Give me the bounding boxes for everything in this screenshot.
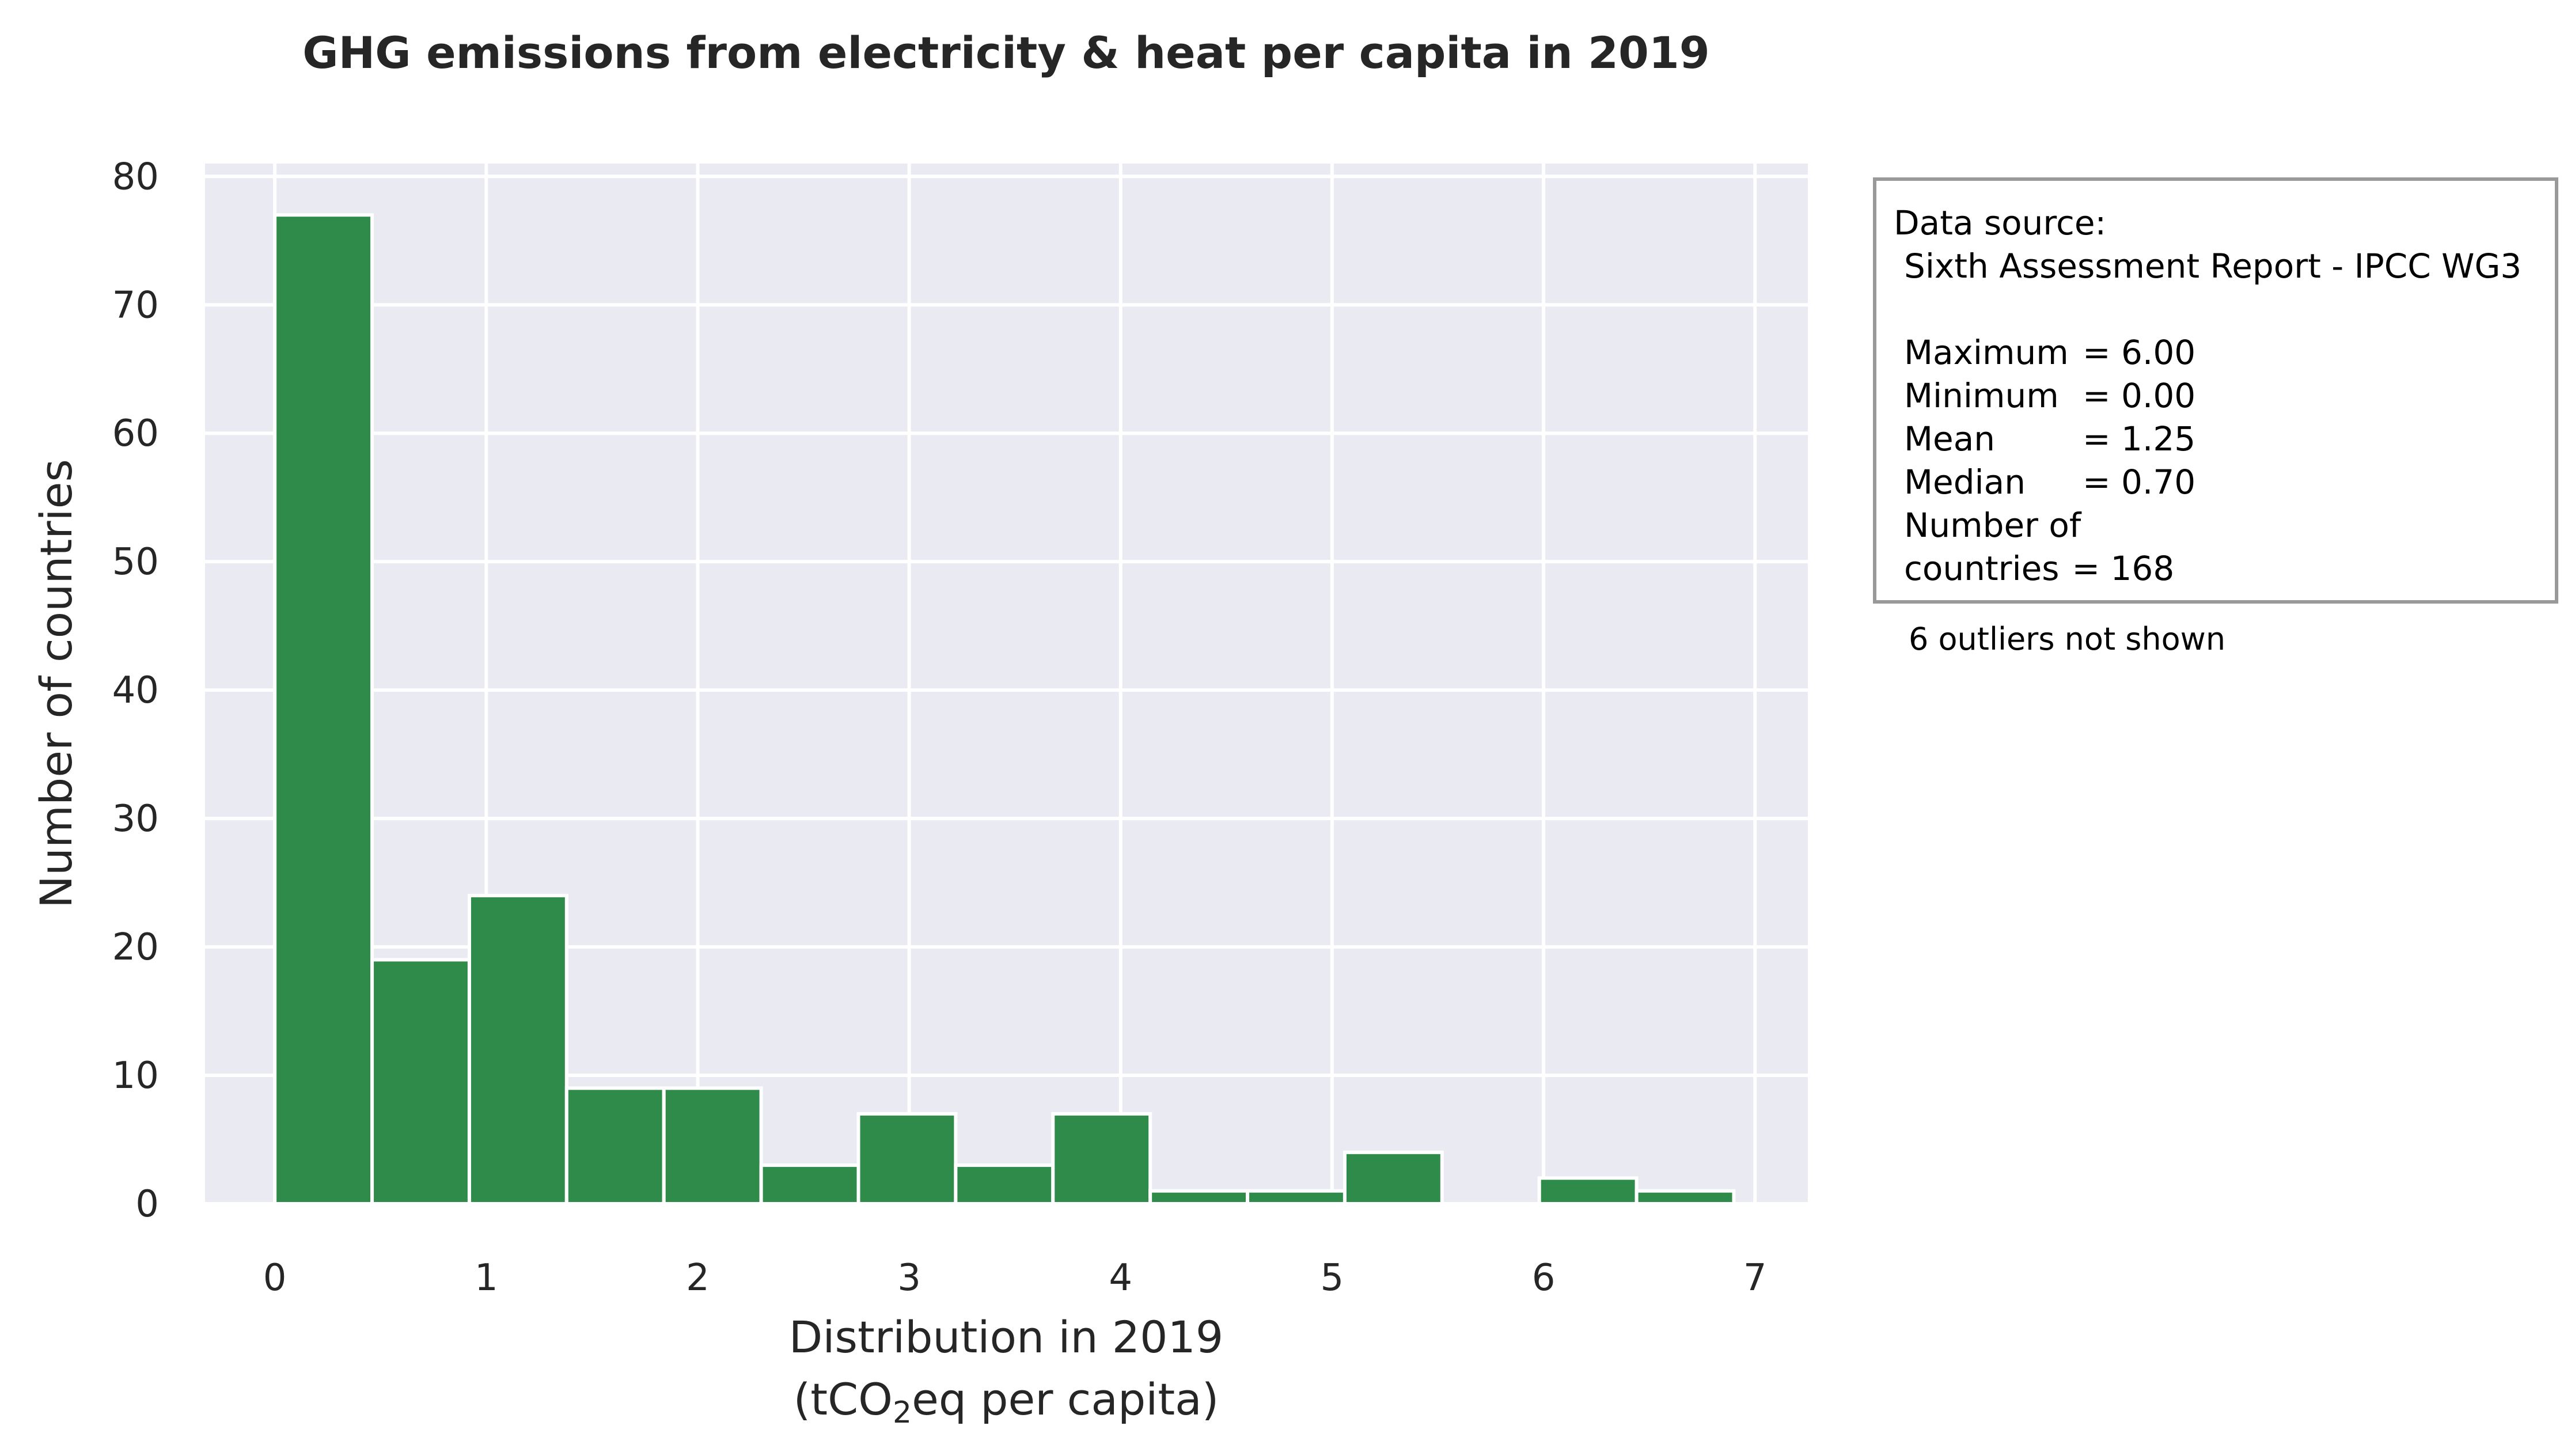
histogram-bar (1343, 1150, 1444, 1206)
y-axis-ticks: 0 10 20 30 40 50 60 70 80 (112, 156, 159, 1226)
y-tick-label: 30 (112, 798, 159, 840)
histogram-bar (954, 1163, 1055, 1205)
stat-minimum-label: Minimum (1904, 376, 2059, 415)
y-tick-label: 40 (112, 669, 159, 712)
x-axis-label-post: eq per capita) (912, 1374, 1219, 1425)
stat-minimum-value: = 0.00 (2083, 376, 2196, 415)
histogram-bar (273, 213, 374, 1205)
outliers-note: 6 outliers not shown (1909, 621, 2226, 657)
stat-mean-label: Mean (1904, 419, 1996, 458)
y-tick-label: 60 (112, 412, 159, 455)
x-tick-label: 3 (897, 1257, 921, 1299)
histogram-bar (662, 1086, 763, 1206)
x-axis-label-line1: Distribution in 2019 (789, 1311, 1223, 1363)
stat-maximum-label: Maximum (1904, 333, 2069, 372)
stat-count-label-line1: Number of (1904, 506, 2081, 545)
stat-mean: Mean = 1.25 (1894, 418, 2538, 461)
stats-spacer (1894, 288, 2538, 331)
data-source-heading: Data source: (1894, 203, 2107, 242)
y-tick-label: 80 (112, 156, 159, 198)
y-tick-label: 0 (135, 1183, 159, 1226)
stat-median: Median = 0.70 (1894, 461, 2538, 504)
histogram-bars (273, 213, 1736, 1206)
x-tick-label: 2 (686, 1257, 710, 1299)
x-tick-label: 4 (1109, 1257, 1132, 1299)
x-tick-label: 6 (1532, 1257, 1556, 1299)
y-axis-label: Number of countries (31, 459, 82, 908)
stat-count: countries = 168 (1894, 547, 2538, 590)
stat-median-label: Median (1904, 462, 2026, 502)
x-tick-label: 5 (1321, 1257, 1344, 1299)
x-tick-label: 7 (1743, 1257, 1767, 1299)
stat-maximum: Maximum = 6.00 (1894, 331, 2538, 374)
stat-minimum: Minimum = 0.00 (1894, 374, 2538, 418)
x-tick-label: 0 (263, 1257, 287, 1299)
data-source-name: Sixth Assessment Report - IPCC WG3 (1904, 247, 2522, 286)
stat-count-value: = 168 (2072, 549, 2175, 588)
stat-mean-value: = 1.25 (2083, 419, 2196, 458)
grid-lines (205, 164, 1808, 1205)
histogram-bar (1246, 1189, 1347, 1205)
histogram-bar (370, 958, 471, 1205)
histogram-bar (1051, 1112, 1152, 1205)
histogram-bar (564, 1086, 666, 1206)
y-tick-label: 20 (112, 926, 159, 969)
y-tick-label: 50 (112, 541, 159, 583)
histogram-bar (467, 893, 568, 1205)
histogram-bar (759, 1163, 860, 1205)
y-tick-label: 70 (112, 284, 159, 327)
x-axis-label-pre: (tCO (794, 1374, 893, 1425)
y-tick-label: 10 (112, 1055, 159, 1097)
x-axis-label-subscript: 2 (893, 1396, 912, 1430)
histogram-bar (1148, 1189, 1250, 1205)
histogram-bar (856, 1112, 958, 1205)
x-axis-ticks: 0 1 2 3 4 5 6 7 (263, 1257, 1767, 1299)
stat-median-value: = 0.70 (2083, 462, 2196, 502)
x-axis-label-line2: (tCO2eq per capita) (794, 1374, 1219, 1430)
histogram-bar (1635, 1189, 1736, 1205)
stat-maximum-value: = 6.00 (2083, 333, 2196, 372)
statistics-box: Data source: Sixth Assessment Report - I… (1873, 177, 2558, 604)
x-tick-label: 1 (475, 1257, 498, 1299)
histogram-bar (1537, 1176, 1639, 1205)
chart-title: GHG emissions from electricity & heat pe… (302, 27, 1709, 78)
stat-count-label-line2: countries (1904, 549, 2060, 588)
